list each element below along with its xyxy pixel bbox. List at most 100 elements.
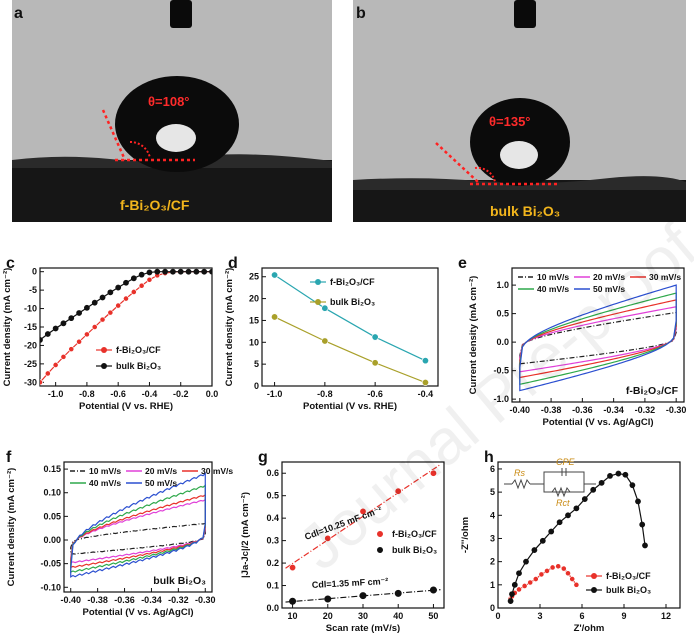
data-point (170, 268, 176, 275)
y-tick-label: 0 (32, 267, 37, 277)
data-point (359, 507, 367, 515)
legend-label: bulk Bi₂O₃ (330, 297, 375, 307)
plot-frame (63, 461, 213, 593)
y-axis-label: Current density (mA cm⁻²) (468, 276, 479, 395)
x-axis-label: Scan rate (mV/s) (326, 623, 400, 634)
legend-label: f-Bi₂O₃/CF (606, 571, 651, 581)
data-point (549, 564, 556, 571)
circuit-label: Rct (556, 498, 570, 508)
x-tick-label: -0.40 (60, 595, 81, 605)
plot-area (40, 268, 212, 386)
x-axis-label: Z'/ohm (574, 623, 605, 634)
y-tick-label: 0.15 (43, 464, 61, 474)
series-line (274, 316, 426, 384)
data-point (123, 279, 129, 286)
data-point (40, 337, 43, 343)
series-line (274, 274, 426, 362)
data-point (146, 269, 153, 276)
y-tick-label: -15 (24, 322, 37, 332)
y-tick-label: 25 (249, 272, 259, 282)
y-tick-label: -0.5 (493, 366, 509, 376)
photo-panel-a: a θ=108° f-Bi₂O₃/CF (12, 0, 332, 222)
y-tick-label: -1.0 (493, 394, 509, 404)
x-tick-label: -0.40 (510, 405, 531, 415)
data-point (544, 568, 550, 574)
data-point (531, 547, 538, 553)
x-tick-label: 20 (323, 611, 333, 621)
chart-g: g 10 20 30 40 50 0.0 0.1 0.2 0.3 0.4 0.5 0.6 Scan rat… (240, 449, 445, 634)
legend-label: 10 mV/s (537, 272, 569, 282)
legend-marker (377, 547, 383, 553)
data-point (115, 302, 122, 309)
data-point (615, 470, 622, 477)
y-tick-label: 20 (249, 294, 259, 304)
data-point (40, 379, 43, 386)
data-point (289, 597, 297, 605)
y-tick-label: -30 (24, 377, 37, 387)
x-tick-label: 3 (537, 611, 542, 621)
x-tick-label: 12 (661, 611, 671, 621)
x-tick-label: 0.0 (206, 389, 219, 399)
chart-f: f -0.40 -0.38 -0.36 -0.34 -0.32 -0.30 -0.10 -0.0… (6, 449, 233, 618)
y-axis-label: |Ja-Jc|/2 (mA cm⁻²) (240, 492, 251, 578)
data-point (130, 275, 137, 282)
y-tick-label: 15 (249, 315, 259, 325)
legend-label: 40 mV/s (89, 478, 121, 488)
data-point (359, 592, 367, 600)
y-tick-label: 5 (254, 359, 259, 369)
data-point (635, 498, 641, 505)
y-tick-label: 3 (490, 533, 495, 543)
y-tick-label: 1.0 (496, 280, 509, 290)
legend-marker (101, 363, 107, 369)
data-point (130, 289, 137, 295)
data-point (539, 537, 546, 544)
circuit-label: Rs (514, 468, 525, 478)
data-point (538, 571, 545, 578)
y-tick-label: 0.0 (266, 603, 279, 613)
legend-label: 10 mV/s (89, 466, 121, 476)
legend-marker (591, 587, 597, 593)
cv-loop-50mVs (519, 284, 677, 392)
x-tick-label: 6 (579, 611, 584, 621)
legend-marker (315, 299, 321, 305)
x-tick-label: -0.30 (195, 595, 216, 605)
x-tick-label: -0.4 (142, 389, 158, 399)
data-point (421, 357, 429, 365)
data-point (154, 268, 161, 275)
y-tick-label: -25 (24, 359, 37, 369)
panel-letter-a: a (14, 5, 23, 22)
plot-area (271, 271, 429, 386)
data-point (629, 482, 636, 489)
legend-label: bulk Bi₂O₃ (116, 361, 161, 371)
data-point (84, 304, 90, 311)
data-point (60, 353, 67, 360)
droplet (115, 76, 239, 172)
panel-letter-h: h (484, 449, 494, 466)
plot-area (70, 472, 206, 578)
contact-angle-a: θ=108° (148, 94, 190, 109)
x-tick-label: -0.38 (87, 595, 108, 605)
x-tick-label: -0.30 (666, 405, 687, 415)
data-point (642, 542, 648, 549)
data-point (548, 528, 555, 535)
y-tick-label: 0.10 (43, 488, 61, 498)
data-point (324, 534, 332, 542)
x-tick-label: 10 (288, 611, 298, 621)
legend-label: 30 mV/s (649, 272, 681, 282)
data-point (573, 581, 580, 588)
data-point (60, 320, 67, 327)
y-tick-label: 0.2 (266, 558, 279, 568)
x-tick-label: -0.34 (603, 405, 624, 415)
data-point (321, 337, 329, 345)
data-point (271, 271, 279, 279)
data-point (371, 359, 379, 367)
legend-label: bulk Bi₂O₃ (606, 585, 651, 595)
y-tick-label: 10 (249, 337, 259, 347)
chart-d: d -1.0 -0.8 -0.6 -0.4 0 5 10 15 20 25 Potential (V … (224, 255, 439, 412)
data-point (581, 496, 588, 502)
x-tick-label: -0.2 (173, 389, 189, 399)
data-point (556, 519, 563, 526)
x-tick-label: -0.6 (110, 389, 126, 399)
legend-marker (315, 279, 321, 285)
